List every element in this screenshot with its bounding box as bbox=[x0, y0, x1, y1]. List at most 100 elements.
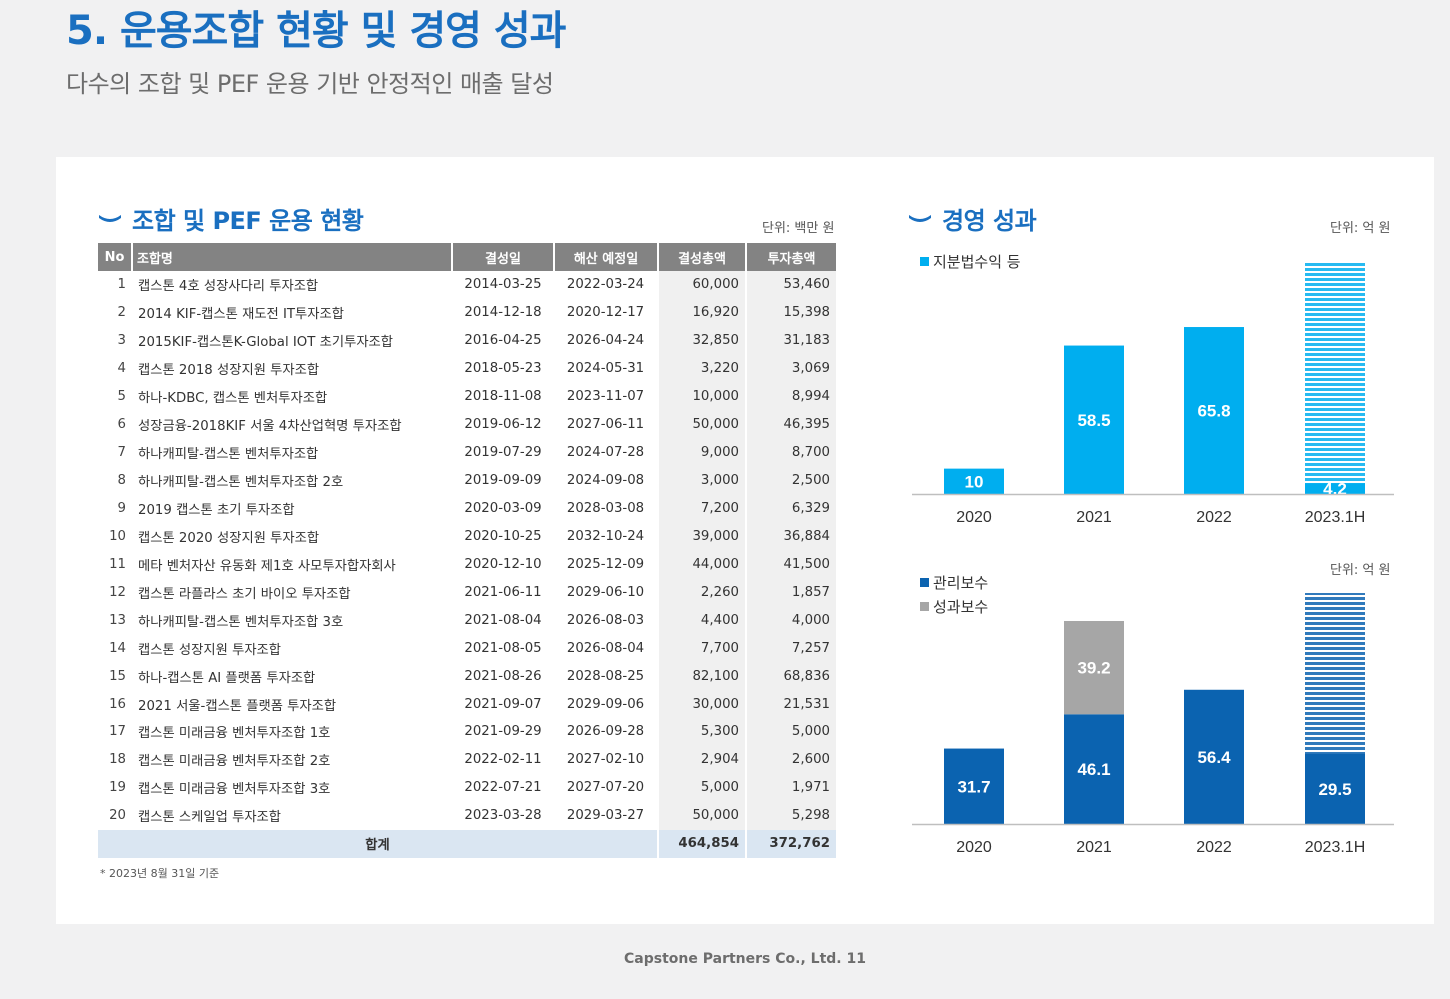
column-header: 해산 예정일 bbox=[554, 243, 659, 271]
data-label: 31.7 bbox=[957, 777, 990, 796]
table-cell: 2014-03-25 bbox=[464, 277, 542, 293]
table-cell: 2022-07-21 bbox=[464, 780, 542, 796]
table-cell: 15,398 bbox=[745, 298, 836, 327]
legend-swatch bbox=[920, 578, 929, 587]
table-cell: 5,300 bbox=[657, 718, 746, 746]
data-label: 10 bbox=[965, 472, 984, 491]
column-header: 조합명 bbox=[132, 243, 453, 271]
table-cell: 5 bbox=[117, 389, 126, 405]
table-row: 17 캡스톤 미래금융 벤처투자조합 1호 2021-09-29 2026-09-28… bbox=[98, 718, 836, 746]
table-cell: 36,884 bbox=[745, 522, 836, 551]
table-cell: 캡스톤 4호 성장사다리 투자조합 bbox=[138, 279, 319, 295]
bar bbox=[1184, 689, 1244, 824]
table-cell: 8,700 bbox=[745, 438, 836, 467]
table-row: 5 하나-KDBC, 캡스톤 벤처투자조합 2018-11-08 2023-11-07… bbox=[98, 382, 836, 411]
table-cell: 17 bbox=[109, 724, 126, 740]
table-row: 14 캡스톤 성장지원 투자조합 2021-08-05 2026-08-04 7,700… bbox=[98, 634, 836, 663]
table-row: 1 캡스톤 4호 성장사다리 투자조합 2014-03-25 2022-03-24 60… bbox=[98, 271, 836, 299]
table-cell: 메타 벤처자산 유동화 제1호 사모투자합자회사 bbox=[138, 558, 396, 574]
column-header: No bbox=[98, 243, 133, 271]
funds-unit: 단위: 백만 원 bbox=[762, 221, 835, 236]
table-cell: 3,069 bbox=[745, 354, 836, 383]
total-invested: 372,762 bbox=[745, 829, 836, 858]
legend-equity-label: 지분법수익 등 bbox=[933, 253, 1021, 271]
table-cell: 하나캐피탈-캡스톤 벤처투자조합 3호 bbox=[138, 614, 344, 630]
x-tick-label: 2023.1H bbox=[1305, 509, 1366, 526]
table-cell: 14 bbox=[109, 640, 126, 656]
table-row: 15 하나-캡스톤 AI 플랫폼 투자조합 2021-08-26 2028-08-25… bbox=[98, 662, 836, 691]
table-cell: 2024-05-31 bbox=[566, 361, 645, 377]
x-tick-label: 2020 bbox=[956, 839, 992, 856]
table-cell: 3,000 bbox=[657, 466, 746, 495]
table-cell: 2027-07-20 bbox=[566, 780, 645, 796]
table-cell: 2021-08-04 bbox=[464, 612, 542, 628]
table-cell: 8,994 bbox=[745, 382, 836, 411]
bar bbox=[1064, 620, 1124, 715]
bar bbox=[944, 748, 1004, 824]
legend-perf: 성과보수 bbox=[920, 596, 988, 617]
table-cell: 2020-12-10 bbox=[464, 556, 542, 572]
table-cell: 하나-캡스톤 AI 플랫폼 투자조합 bbox=[138, 670, 316, 686]
table-cell: 10 bbox=[109, 528, 126, 544]
table-cell: 하나-KDBC, 캡스톤 벤처투자조합 bbox=[138, 391, 328, 407]
table-cell: 32,850 bbox=[657, 326, 746, 355]
funds-heading: 조합 및 PEF 운용 현황 bbox=[98, 201, 364, 236]
table-cell: 7,200 bbox=[657, 494, 746, 523]
table-cell: 2029-06-10 bbox=[566, 584, 645, 600]
table-cell: 1 bbox=[117, 277, 126, 293]
x-tick-label: 2020 bbox=[956, 509, 992, 526]
table-row: 2 2014 KIF-캡스톤 재도전 IT투자조합 2014-12-18 2020-1… bbox=[98, 298, 836, 327]
x-tick-label: 2021 bbox=[1076, 509, 1112, 526]
table-cell: 하나캐피탈-캡스톤 벤처투자조합 2호 bbox=[138, 475, 344, 491]
column-header: 결성일 bbox=[452, 243, 555, 271]
table-cell: 2019 캡스톤 초기 투자조합 bbox=[138, 502, 295, 518]
table-cell: 2021-08-26 bbox=[464, 668, 542, 684]
table-row: 18 캡스톤 미래금융 벤처투자조합 2호 2022-02-11 2027-02-10… bbox=[98, 745, 836, 774]
table-cell: 2026-04-24 bbox=[566, 333, 645, 349]
legend-swatch bbox=[920, 257, 929, 266]
table-row: 3 2015KIF-캡스톤K-Global IOT 초기투자조합 2016-04-2… bbox=[98, 326, 836, 355]
table-cell: 4,400 bbox=[657, 606, 746, 635]
table-cell: 50,000 bbox=[657, 410, 746, 439]
table-cell: 캡스톤 라플라스 초기 바이오 투자조합 bbox=[138, 586, 351, 602]
column-header: 결성총액 bbox=[658, 243, 747, 271]
table-cell: 82,100 bbox=[657, 662, 746, 691]
table-cell: 1,971 bbox=[745, 773, 836, 802]
legend-mgmt: 관리보수 bbox=[920, 572, 988, 593]
table-row: 8 하나캐피탈-캡스톤 벤처투자조합 2호 2019-09-09 2024-09-08… bbox=[98, 466, 836, 495]
table-cell: 1,857 bbox=[745, 578, 836, 607]
performance-heading: 경영 성과 bbox=[908, 201, 1037, 236]
table-cell: 2022-02-11 bbox=[464, 752, 542, 768]
bar bbox=[1305, 483, 1365, 494]
table-cell: 12 bbox=[109, 584, 126, 600]
total-row: 합계 464,854 372,762 bbox=[98, 829, 836, 858]
table-cell: 2027-06-11 bbox=[566, 417, 645, 433]
table-cell: 2014-12-18 bbox=[464, 305, 542, 321]
page-subtitle: 다수의 조합 및 PEF 운용 기반 안정적인 매출 달성 bbox=[66, 70, 554, 98]
data-label: 56.4 bbox=[1197, 748, 1231, 767]
table-cell: 10,000 bbox=[657, 382, 746, 411]
x-tick-label: 2021 bbox=[1076, 839, 1112, 856]
table-cell: 2021 서울-캡스톤 플랫폼 투자조합 bbox=[138, 698, 337, 714]
table-cell: 39,000 bbox=[657, 522, 746, 551]
table-row: 12 캡스톤 라플라스 초기 바이오 투자조합 2021-06-11 2029-06-… bbox=[98, 578, 836, 607]
content-card: 조합 및 PEF 운용 현황 단위: 백만 원 No 조합명 결성일 해산 예정일 결성… bbox=[56, 157, 1434, 924]
table-cell: 2,260 bbox=[657, 578, 746, 607]
legend-perf-label: 성과보수 bbox=[933, 598, 989, 616]
table-cell: 2016-04-25 bbox=[464, 333, 542, 349]
table-cell: 20 bbox=[109, 808, 126, 824]
table-cell: 2019-09-09 bbox=[464, 473, 542, 489]
table-cell: 2028-08-25 bbox=[566, 668, 645, 684]
table-cell: 30,000 bbox=[657, 690, 746, 718]
table-row: 6 성장금융-2018KIF 서울 4차산업혁명 투자조합 2019-06-12 20… bbox=[98, 410, 836, 439]
equity-income-chart: 10 2020 58.5 2021 65.8 2022 4.2 2023.1H bbox=[912, 261, 1394, 526]
data-label: 29.5 bbox=[1318, 780, 1351, 799]
table-cell: 2025-12-09 bbox=[566, 556, 645, 572]
total-commitment: 464,854 bbox=[657, 829, 746, 858]
table-cell: 2019-07-29 bbox=[464, 445, 542, 461]
column-header: 투자총액 bbox=[746, 243, 836, 271]
table-cell: 2,600 bbox=[745, 745, 836, 774]
table-cell: 하나캐피탈-캡스톤 벤처투자조합 bbox=[138, 447, 319, 463]
page-footer: Capstone Partners Co., Ltd. 11 bbox=[624, 951, 866, 967]
table-cell: 2018-11-08 bbox=[464, 389, 542, 405]
